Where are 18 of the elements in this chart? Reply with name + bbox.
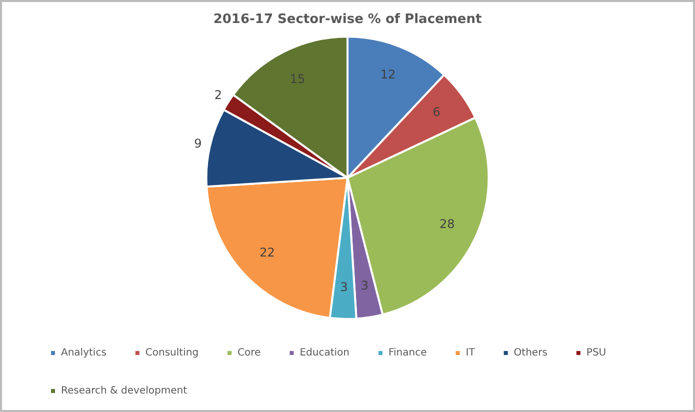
data-label: 3	[360, 278, 369, 293]
data-label: 22	[260, 245, 275, 260]
data-label: 2	[214, 88, 222, 102]
legend-label: Education	[300, 348, 350, 359]
data-label: 28	[440, 216, 455, 231]
chart-title: 2016-17 Sector-wise % of Placement	[213, 12, 482, 28]
data-label: 9	[194, 136, 202, 151]
legend-label: Analytics	[61, 348, 106, 359]
legend-label: Core	[238, 348, 261, 359]
data-label: 12	[380, 68, 396, 82]
data-label: 3	[340, 280, 348, 294]
legend-label: Finance	[388, 348, 427, 359]
legend-label: IT	[466, 348, 476, 359]
legend-label: Consulting	[145, 348, 199, 359]
legend-label: Research & development	[61, 386, 188, 397]
legend-label: PSU	[586, 348, 606, 359]
data-label: 6	[432, 105, 440, 120]
legend-label: Others	[514, 348, 548, 359]
